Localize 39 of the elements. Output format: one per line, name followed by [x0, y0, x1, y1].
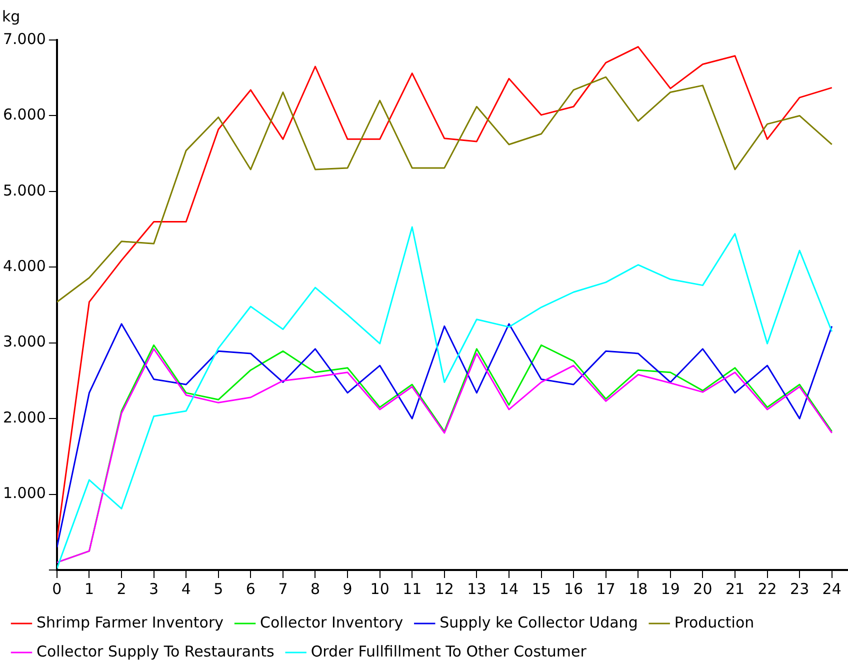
y-tick-label: 3.000 [2, 332, 46, 351]
x-tick-label: 5 [214, 580, 224, 598]
x-tick-label: 22 [758, 580, 777, 598]
y-tick-label: 7.000 [2, 30, 46, 48]
y-tick-label: 2.000 [2, 408, 46, 426]
legend-label: Collector Supply To Restaurants [36, 642, 275, 660]
x-tick-label: 24 [822, 580, 842, 598]
legend-label: Order Fullfillment To Other Costumer [310, 642, 588, 660]
x-tick-label: 1 [84, 580, 94, 598]
y-tick-label: 4.000 [2, 257, 46, 276]
x-tick-label: 0 [52, 580, 62, 598]
x-tick-label: 19 [660, 580, 680, 598]
y-axis-title: kg [2, 7, 20, 26]
x-tick-label: 9 [342, 580, 352, 598]
legend-label: Shrimp Farmer Inventory [36, 613, 224, 632]
legend-label: Supply ke Collector Udang [440, 613, 638, 632]
x-tick-label: 11 [402, 580, 422, 598]
x-tick-label: 23 [790, 580, 810, 598]
x-tick-label: 8 [310, 580, 320, 598]
x-tick-label: 13 [467, 580, 486, 598]
x-tick-label: 3 [149, 580, 159, 598]
y-tick-label: 6.000 [2, 106, 46, 124]
x-tick-label: 18 [628, 580, 648, 598]
x-tick-label: 16 [564, 580, 584, 598]
y-tick-label: 1.000 [2, 484, 46, 502]
x-tick-label: 10 [370, 580, 390, 598]
legend-label: Production [674, 613, 754, 632]
x-tick-label: 15 [532, 580, 551, 598]
x-tick-label: 17 [596, 580, 616, 598]
x-tick-label: 4 [181, 580, 191, 598]
x-tick-label: 7 [278, 580, 288, 598]
x-tick-label: 20 [693, 580, 712, 598]
x-tick-label: 6 [246, 580, 256, 598]
x-tick-label: 21 [725, 580, 745, 598]
x-tick-label: 2 [116, 580, 126, 598]
x-tick-label: 14 [499, 580, 519, 598]
x-tick-label: 12 [434, 580, 454, 598]
y-tick-label: 5.000 [2, 181, 46, 200]
legend-label: Collector Inventory [260, 613, 404, 632]
